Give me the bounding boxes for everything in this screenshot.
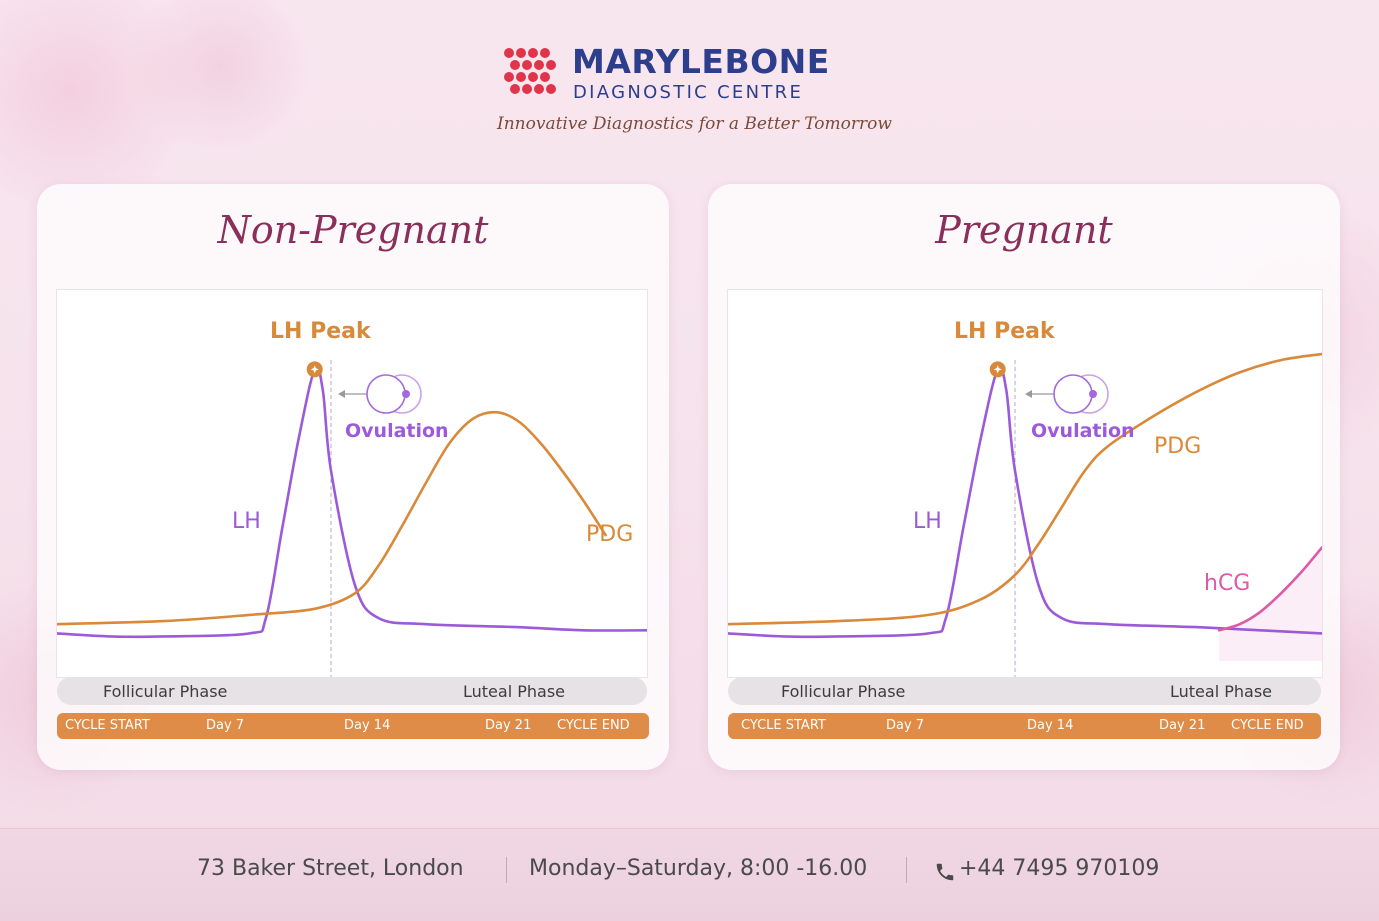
egg-cell-icon: [366, 374, 406, 414]
tick-cycle-start: CYCLE START: [741, 718, 826, 733]
brand-subtitle: DIAGNOSTIC CENTRE: [573, 82, 804, 103]
phase-label-follicular: Follicular Phase: [103, 682, 228, 701]
lh-peak-star-icon: [310, 365, 319, 374]
hcg-series-label: hCG: [1204, 571, 1250, 596]
brand-logo-icon: [504, 48, 556, 94]
non-pregnant-chart: LH PDG LH Peak Ovulation: [55, 319, 651, 677]
pdg-series-line: [726, 352, 1324, 626]
phase-bar-non-pregnant: [57, 677, 647, 705]
lh-peak-label: LH Peak: [270, 319, 372, 344]
tick-day-14: Day 14: [1027, 718, 1074, 733]
phase-label-follicular: Follicular Phase: [781, 682, 906, 701]
chart-title-pregnant: Pregnant: [935, 208, 1113, 252]
tick-cycle-end: CYCLE END: [557, 718, 630, 733]
tick-cycle-end: CYCLE END: [1231, 718, 1304, 733]
ovulation-label: Ovulation: [1031, 420, 1135, 442]
phase-label-luteal: Luteal Phase: [1170, 682, 1272, 701]
egg-nucleus-icon: [1089, 390, 1097, 398]
chart-title-non-pregnant: Non-Pregnant: [217, 208, 489, 252]
lh-series-label: LH: [913, 509, 942, 534]
footer-divider: [906, 857, 907, 883]
day-axis-bar-pregnant: [728, 713, 1321, 739]
tick-day-7: Day 7: [206, 718, 245, 733]
lh-series-line: [726, 365, 1324, 639]
ovulation-arrowhead-icon: [1025, 390, 1032, 398]
lh-peak-label: LH Peak: [954, 319, 1056, 344]
plot-area-pregnant: LH PDG hCG LH Peak Ovulation: [726, 289, 1324, 678]
egg-cell-icon: [1053, 374, 1093, 414]
pregnant-chart: LH PDG hCG LH Peak Ovulation: [726, 319, 1324, 677]
day-axis-bar-non-pregnant: [57, 713, 649, 739]
footer-address: 73 Baker Street, London: [197, 856, 464, 881]
ovulation-label: Ovulation: [345, 420, 449, 442]
brand-tagline: Innovative Diagnostics for a Better Tomo…: [497, 114, 892, 134]
plot-area-non-pregnant: LH PDG LH Peak Ovulation: [55, 289, 651, 678]
phase-label-luteal: Luteal Phase: [463, 682, 565, 701]
tick-cycle-start: CYCLE START: [65, 718, 150, 733]
footer-phone: +44 7495 970109: [959, 856, 1160, 881]
footer: [0, 828, 1379, 921]
hcg-series-line: [1217, 546, 1324, 632]
lh-series-label: LH: [232, 509, 261, 534]
phone-icon: [936, 863, 954, 881]
pdg-series-line: [55, 410, 607, 626]
footer-hours: Monday–Saturday, 8:00 -16.00: [529, 856, 868, 881]
egg-nucleus-icon: [402, 390, 410, 398]
ovulation-arrowhead-icon: [338, 390, 345, 398]
tick-day-21: Day 21: [485, 718, 532, 733]
pdg-series-label: PDG: [586, 522, 633, 547]
tick-day-21: Day 21: [1159, 718, 1206, 733]
brand-name: MARYLEBONE: [572, 42, 830, 81]
footer-divider: [506, 857, 507, 883]
lh-peak-star-icon: [993, 365, 1002, 374]
tick-day-7: Day 7: [886, 718, 925, 733]
pdg-series-label: PDG: [1154, 434, 1201, 459]
tick-day-14: Day 14: [344, 718, 391, 733]
header: MARYLEBONE DIAGNOSTIC CENTRE Innovative …: [0, 0, 1379, 160]
phase-bar-pregnant: [728, 677, 1321, 705]
